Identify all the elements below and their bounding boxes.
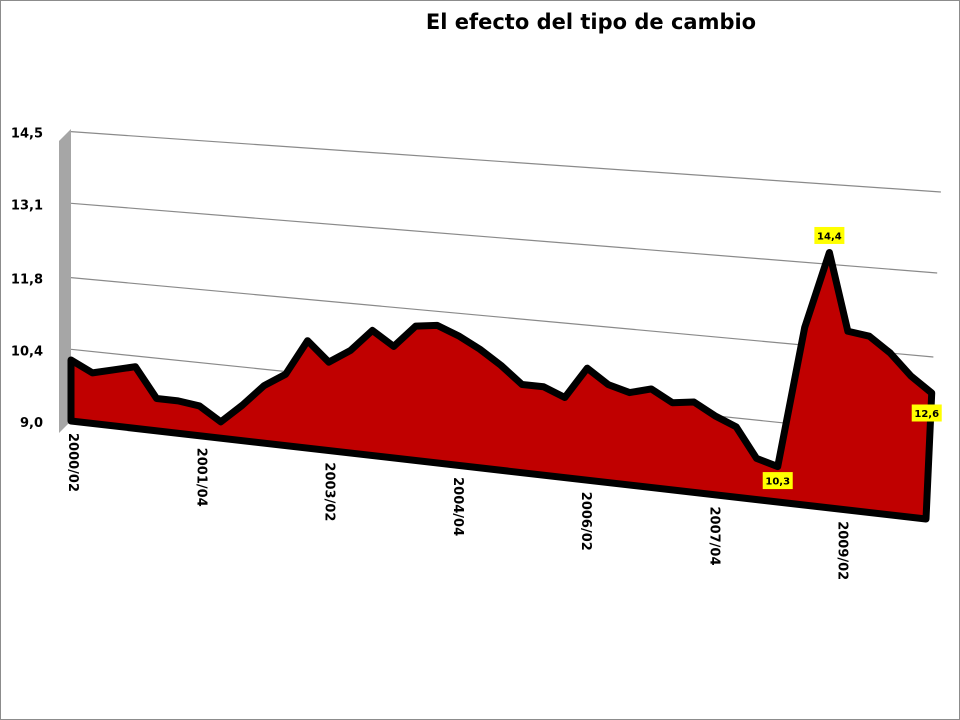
x-tick-label: 2009/02 [835, 521, 850, 580]
data-labels: 10,3 14,4 12,6 [762, 226, 942, 490]
y-tick-label: 11,8 [11, 273, 43, 288]
x-axis-ticks: 2000/02 2001/04 2003/02 2004/04 2006/02 2007/… [65, 433, 850, 580]
data-label-box [911, 404, 942, 422]
x-tick-label: 2000/02 [65, 433, 80, 492]
gridline [70, 202, 938, 274]
data-label-text: 10,3 [765, 477, 790, 488]
x-tick-label: 2007/04 [706, 507, 721, 566]
y-tick-label: 14,5 [11, 127, 43, 142]
data-label-box [762, 472, 793, 490]
gridline [70, 277, 934, 358]
x-tick-label: 2004/04 [450, 477, 465, 536]
y-tick-label: 13,1 [11, 198, 43, 213]
data-label-text: 12,6 [914, 409, 939, 420]
x-tick-label: 2006/02 [578, 492, 593, 551]
data-label-box [814, 226, 845, 244]
y-axis-ticks: 9,0 10,4 11,8 13,1 14,5 [11, 127, 43, 431]
data-label-text: 14,4 [817, 231, 842, 242]
y-tick-label: 10,4 [11, 344, 43, 359]
data-label: 10,3 [762, 472, 793, 490]
chart-title: El efecto del tipo de cambio [426, 10, 756, 34]
side-wall-face [59, 129, 71, 433]
chart-side-wall [59, 129, 71, 433]
x-tick-label: 2003/02 [322, 462, 337, 521]
area-fill [67, 248, 936, 523]
data-label: 12,6 [911, 404, 942, 422]
y-tick-label: 9,0 [20, 416, 43, 431]
x-tick-label: 2001/04 [193, 448, 208, 507]
data-label: 14,4 [814, 226, 845, 244]
gridline [70, 131, 941, 193]
chart-area-series [67, 248, 936, 523]
